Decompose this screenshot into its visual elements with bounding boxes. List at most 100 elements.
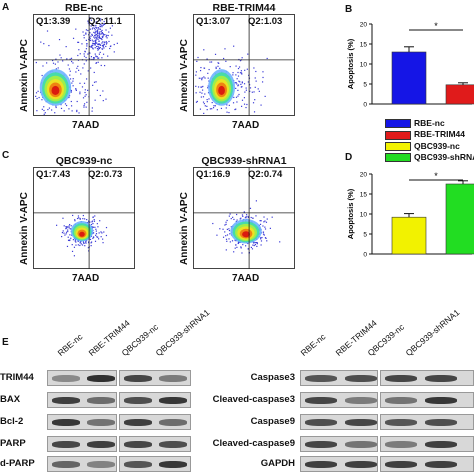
y-tick-label: 0: [363, 252, 367, 259]
protein-band: [87, 419, 115, 426]
quadrant-q1-value: Q1:16.9: [196, 169, 231, 180]
legend-label: QBC939-nc: [414, 140, 460, 151]
protein-band: [159, 441, 187, 448]
blot-strip: [119, 392, 191, 408]
flow-plot-title: RBE-TRIM44: [212, 2, 276, 14]
quadrant-q2-value: Q2:11.1: [88, 16, 122, 27]
blot-row-label: Cleaved-caspase9: [212, 438, 295, 449]
blot-strip: [300, 436, 378, 452]
apoptosis-bar-chart-d: 0 5 10 15 20 Apoptosis (%) *: [346, 171, 474, 259]
protein-band: [159, 375, 187, 382]
protein-band: [425, 461, 457, 468]
quadrant-q1-value: Q1:3.39: [36, 16, 71, 27]
y-tick-label: 0: [363, 102, 367, 109]
quadrant-q2-value: Q2:1.03: [248, 16, 283, 27]
quadrant-q2-value: Q2:0.73: [88, 169, 123, 180]
flow-plot-title: QBC939-nc: [55, 155, 113, 167]
blot-strip: [47, 370, 117, 386]
quadrant-q1-value: Q1:7.43: [36, 169, 71, 180]
blot-strip: [119, 436, 191, 452]
blot-strip: [119, 414, 191, 430]
protein-band: [52, 419, 80, 426]
blot-row-label: TRIM44: [0, 372, 34, 383]
protein-band: [425, 441, 457, 448]
protein-band: [124, 461, 152, 468]
protein-band: [52, 397, 80, 404]
y-tick-label: 20: [360, 172, 368, 179]
flow-y-axis-label: Annexin V-APC: [19, 39, 30, 112]
protein-band: [87, 375, 115, 382]
flow-density-plot: [33, 14, 135, 116]
blot-strip: [380, 436, 474, 452]
lane-label: RBE-nc: [55, 331, 85, 358]
protein-band: [305, 375, 337, 382]
protein-band: [305, 461, 337, 468]
protein-band: [305, 419, 337, 426]
blot-strip: [300, 414, 378, 430]
protein-band: [425, 375, 457, 382]
legend-entry: RBE-TRIM44: [385, 129, 474, 140]
protein-band: [52, 441, 80, 448]
flow-density-plot: [193, 167, 295, 269]
legend-entry: QBC939-nc: [385, 141, 474, 151]
lane-label: QBC939-shRNA1: [403, 307, 462, 358]
blot-row-label: Bcl-2: [0, 416, 24, 427]
panel-label-d: D: [345, 152, 353, 163]
apoptosis-bar-chart-b: 0 5 10 15 20 Apoptosis (%) *: [346, 21, 474, 109]
protein-band: [305, 397, 337, 404]
legend-swatch: [385, 153, 411, 162]
protein-band: [345, 397, 377, 404]
protein-band: [124, 441, 152, 448]
bar-QBC939-shRNA1: [445, 183, 474, 255]
flow-density-plot: [193, 14, 295, 116]
flow-x-axis-label: 7AAD: [232, 273, 260, 284]
blot-row-label: Cleaved-caspase3: [212, 394, 295, 405]
blot-strip: [300, 392, 378, 408]
blot-strip: [300, 370, 378, 386]
blot-strip: [47, 456, 117, 472]
blot-row-label: d-PARP: [0, 458, 35, 469]
legend-label: RBE-nc: [414, 118, 445, 128]
protein-band: [425, 397, 457, 404]
flow-x-axis-label: 7AAD: [72, 120, 100, 131]
bar-RBE-nc: [391, 51, 427, 105]
y-tick-label: 20: [360, 22, 368, 29]
flow-y-axis-label: Annexin V-APC: [179, 192, 190, 265]
protein-band: [124, 375, 152, 382]
panel-label-c: C: [2, 150, 10, 161]
blot-row-label: Caspase9: [250, 416, 295, 427]
blot-strip: [380, 456, 474, 472]
protein-band: [124, 419, 152, 426]
blot-strip: [119, 370, 191, 386]
lane-label: QBC939-shRNA1: [153, 307, 212, 358]
protein-band: [385, 461, 417, 468]
legend-swatch: [385, 130, 411, 140]
panel-label-e: E: [2, 337, 9, 348]
panel-label-b: B: [345, 4, 353, 15]
blot-strip: [47, 436, 117, 452]
y-axis-title: Apoptosis (%): [346, 188, 355, 239]
flow-y-axis-label: Annexin V-APC: [179, 39, 190, 112]
protein-band: [305, 441, 337, 448]
y-tick-label: 10: [360, 212, 368, 219]
quadrant-q1-value: Q1:3.07: [196, 16, 231, 27]
flow-y-axis-label: Annexin V-APC: [19, 192, 30, 265]
protein-band: [385, 441, 417, 448]
protein-band: [345, 461, 377, 468]
blot-row-label: BAX: [0, 394, 21, 405]
flow-x-axis-label: 7AAD: [232, 120, 260, 131]
significance-star: *: [434, 171, 438, 181]
blot-strip: [380, 414, 474, 430]
protein-band: [385, 419, 417, 426]
flow-x-axis-label: 7AAD: [72, 273, 100, 284]
blot-strip: [47, 414, 117, 430]
protein-band: [87, 461, 115, 468]
y-tick-label: 15: [360, 192, 368, 199]
y-tick-label: 10: [360, 62, 368, 69]
protein-band: [52, 375, 80, 382]
protein-band: [159, 419, 187, 426]
y-tick-label: 5: [363, 232, 367, 239]
protein-band: [425, 419, 457, 426]
blot-strip: [380, 370, 474, 386]
